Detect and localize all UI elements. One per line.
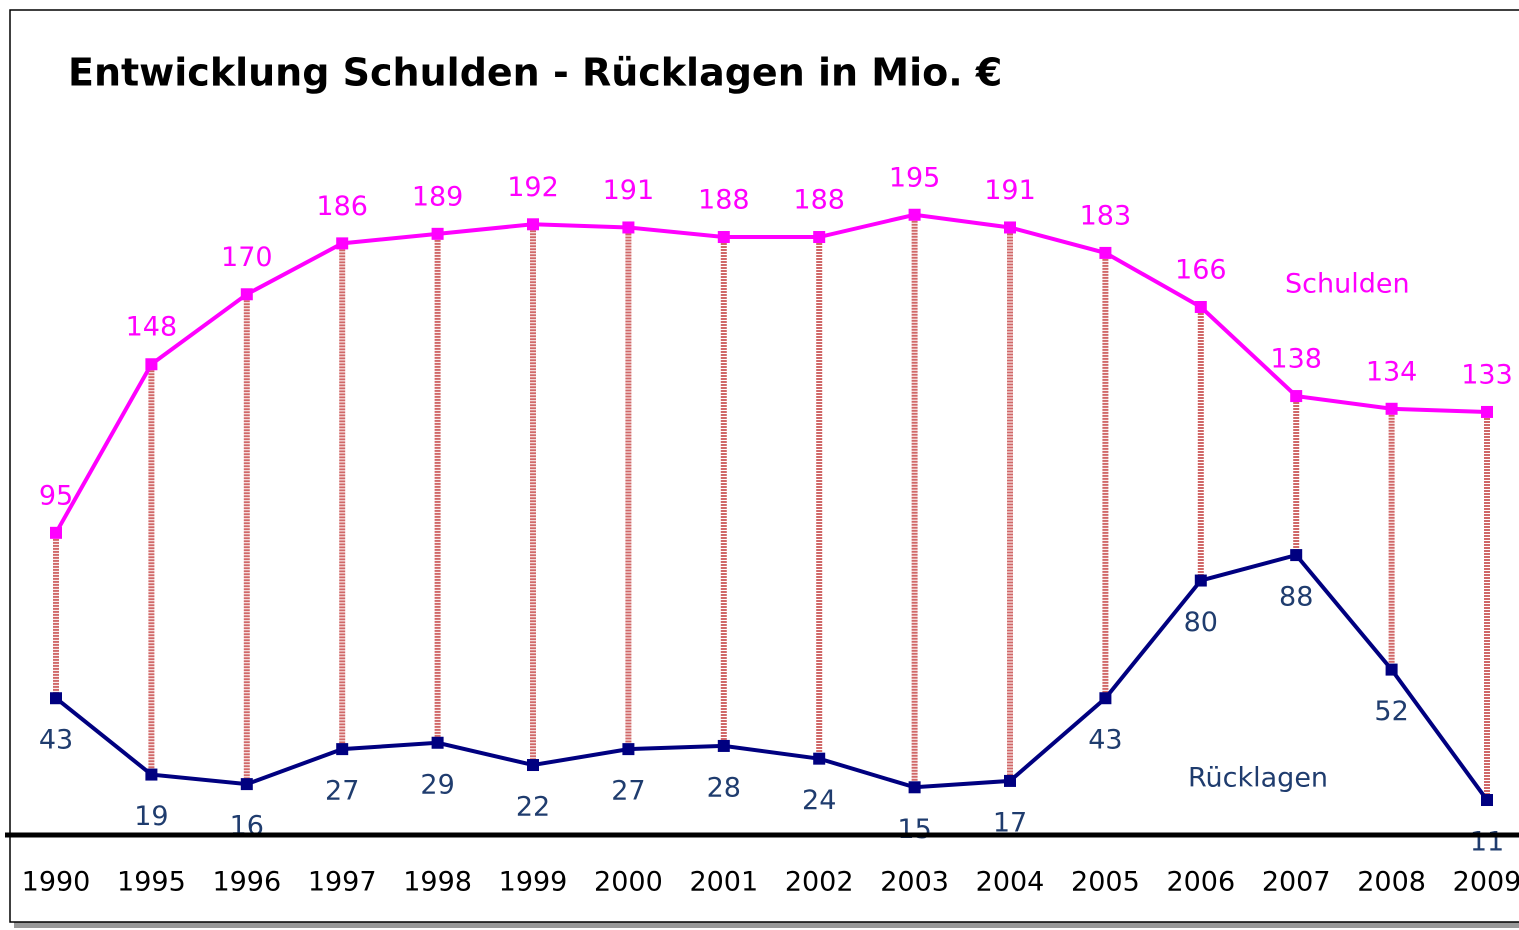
value-label: 138	[1270, 344, 1322, 375]
value-label: 166	[1175, 254, 1227, 285]
point	[1481, 405, 1493, 418]
value-label: 43	[39, 725, 73, 756]
value-label: 27	[611, 776, 645, 807]
x-tick-label: 2008	[1357, 867, 1426, 898]
x-tick-label: 1999	[499, 867, 568, 898]
series-line	[54, 552, 1489, 802]
x-tick-label: 2009	[1453, 867, 1519, 898]
value-label: 24	[802, 785, 836, 816]
point	[527, 218, 539, 231]
value-label: 27	[325, 776, 359, 807]
value-label: 186	[316, 191, 368, 222]
x-tick-label: 1998	[403, 867, 472, 898]
point	[240, 778, 253, 791]
point	[1385, 402, 1398, 415]
point	[622, 221, 635, 234]
x-tick-label: 2003	[880, 867, 949, 898]
point	[336, 237, 349, 250]
x-tick-label: 2001	[689, 867, 758, 898]
point	[908, 208, 921, 221]
value-label: 195	[889, 162, 941, 193]
point	[145, 358, 158, 371]
value-label: 133	[1461, 359, 1513, 390]
point	[622, 743, 635, 756]
point	[1099, 692, 1112, 705]
point	[1481, 794, 1493, 807]
series-label: Rücklagen	[1188, 763, 1328, 794]
value-label: 19	[134, 801, 168, 832]
series-line	[54, 212, 1488, 534]
point	[1194, 300, 1207, 313]
x-tick-label: 2000	[594, 867, 663, 898]
value-label: 15	[897, 814, 931, 845]
point	[527, 759, 539, 772]
value-label: 43	[1088, 725, 1122, 756]
x-tick-label: 1996	[212, 867, 281, 898]
x-tick-label: 2002	[785, 867, 854, 898]
point	[240, 288, 253, 301]
value-label: 29	[420, 769, 454, 800]
x-tick-label: 1990	[22, 867, 91, 898]
x-tick-label: 2005	[1071, 867, 1140, 898]
plot: 1990 1995 1996 1997 1998 1999 2000 2001 2002 2003…	[22, 162, 1519, 897]
point	[717, 739, 730, 752]
value-label: 183	[1080, 200, 1132, 231]
point	[431, 736, 444, 749]
value-label: 88	[1279, 582, 1313, 613]
point	[1290, 390, 1303, 403]
point	[336, 743, 349, 756]
value-label: 191	[603, 175, 655, 206]
x-tick-label: 1997	[308, 867, 377, 898]
chart-title: Entwicklung Schulden - Rücklagen in Mio.…	[68, 51, 1002, 95]
series-label: Schulden	[1285, 269, 1410, 300]
point	[1099, 246, 1112, 259]
value-label: 148	[126, 312, 178, 343]
value-label: 191	[984, 175, 1036, 206]
frame	[9, 9, 1519, 923]
value-label: 22	[516, 792, 550, 823]
value-label: 170	[221, 242, 273, 273]
point	[1194, 574, 1207, 587]
point	[813, 752, 826, 765]
value-label: 11	[1470, 827, 1504, 858]
value-label: 52	[1374, 696, 1408, 727]
value-label: 192	[507, 172, 559, 203]
point	[431, 227, 444, 240]
value-label: 28	[707, 772, 741, 803]
point	[145, 768, 158, 781]
point	[908, 781, 921, 794]
value-label: 188	[698, 185, 750, 216]
value-label: 134	[1366, 356, 1418, 387]
point	[1004, 774, 1016, 787]
point	[813, 231, 826, 244]
x-tick-label: 2007	[1262, 867, 1331, 898]
value-label: 189	[412, 181, 464, 212]
point	[50, 692, 62, 705]
point	[1290, 549, 1303, 562]
point	[1385, 663, 1398, 676]
value-label: 95	[39, 480, 73, 511]
value-label: 188	[793, 185, 845, 216]
point	[50, 526, 62, 539]
x-tick-label: 2006	[1166, 867, 1235, 898]
value-label: 80	[1184, 607, 1218, 638]
point	[717, 231, 730, 244]
x-tick-label: 2004	[976, 867, 1045, 898]
point	[1004, 221, 1016, 234]
x-tick-label: 1995	[117, 867, 186, 898]
